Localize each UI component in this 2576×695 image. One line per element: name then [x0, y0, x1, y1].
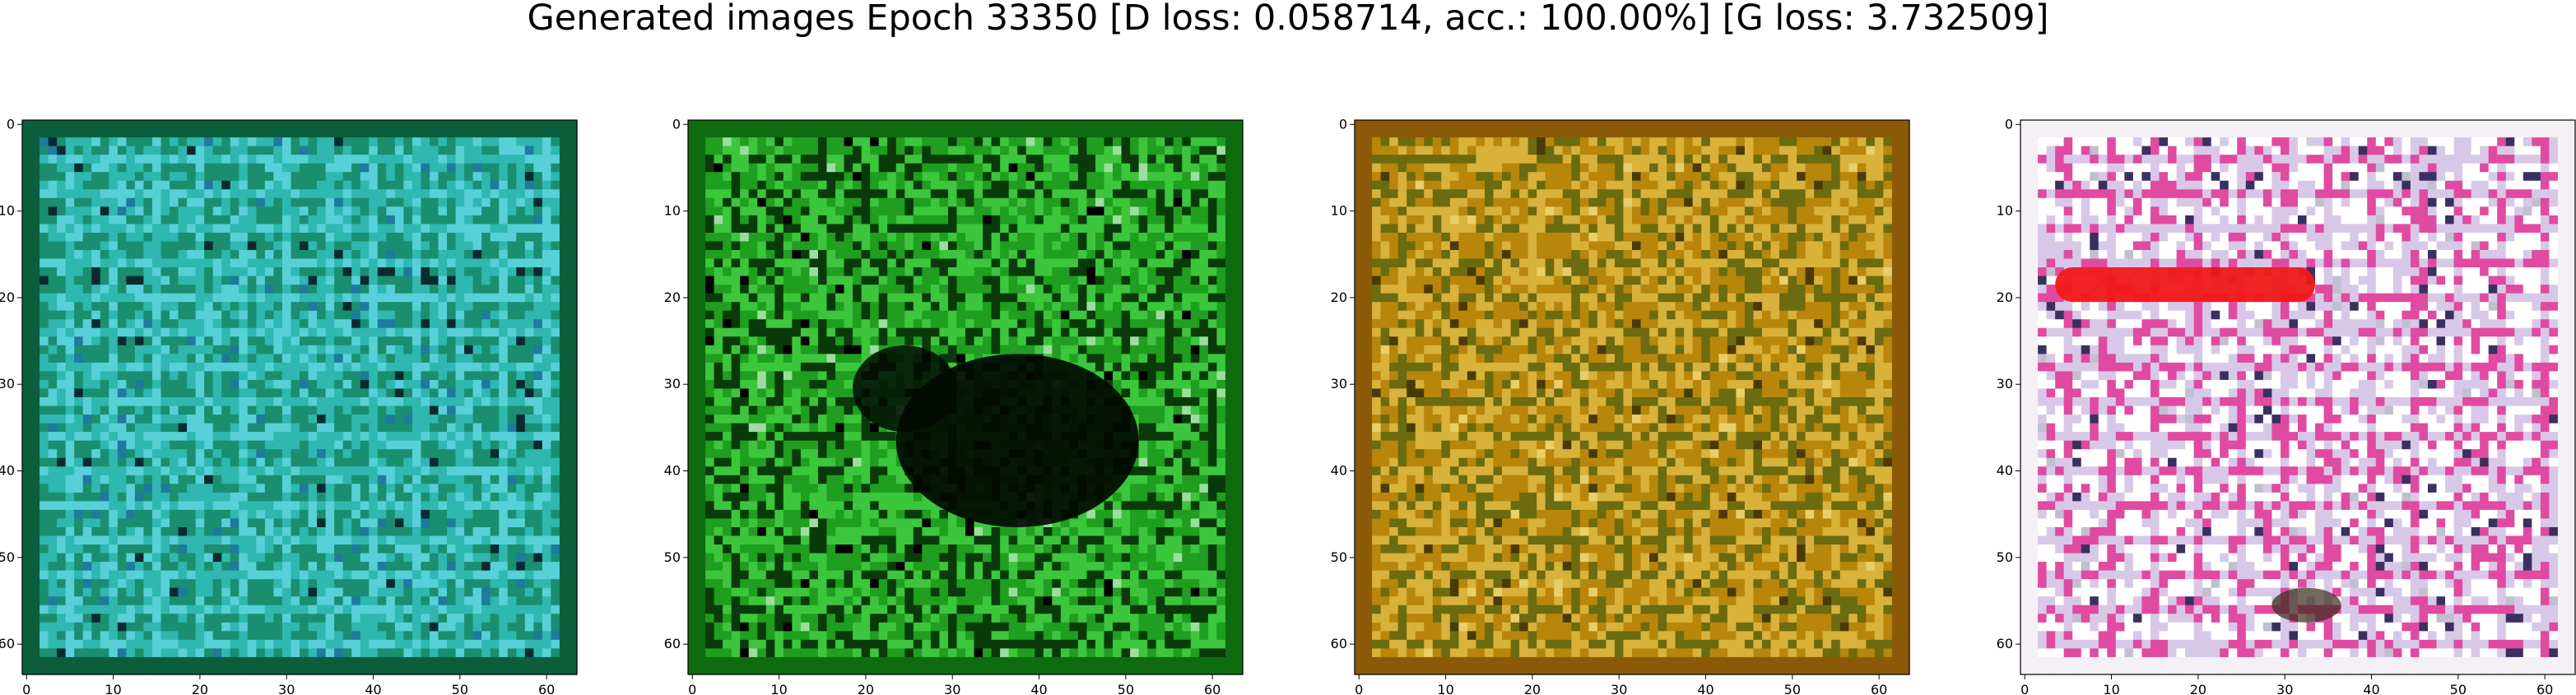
- y-tick-label: 10: [1331, 203, 1347, 219]
- red-band: [2055, 267, 2315, 302]
- dark-smudge: [2271, 588, 2341, 623]
- x-tick-label: 60: [2536, 682, 2553, 695]
- x-tick-label: 40: [2363, 682, 2379, 695]
- y-tick-label: 20: [664, 290, 681, 305]
- y-tick-label: 60: [1331, 636, 1347, 651]
- y-tick-label: 30: [664, 376, 681, 392]
- x-tick-label: 60: [1204, 682, 1221, 695]
- x-tick-label: 0: [2020, 682, 2029, 695]
- x-tick-label: 10: [2103, 682, 2119, 695]
- y-tick-label: 10: [1997, 203, 2013, 219]
- y-tick-label: 0: [7, 116, 15, 132]
- y-tick-label: 30: [1331, 376, 1347, 392]
- x-tick-label: 20: [858, 682, 874, 695]
- y-tick-label: 10: [0, 203, 15, 219]
- y-tick-label: 50: [664, 549, 681, 565]
- generated-image-4: 0 10 20 30 40 50 60 0 10 20 30 40 50 60: [1997, 116, 2576, 695]
- y-tick-label: 60: [664, 636, 681, 651]
- x-tick-label: 50: [2450, 682, 2467, 695]
- generated-image-1: 0 10 20 30 40 50 60 0 10 20 30 40 50 60: [0, 116, 578, 695]
- y-tick-label: 0: [2005, 116, 2013, 132]
- x-tick-label: 60: [1871, 682, 1887, 695]
- y-tick-label: 30: [0, 376, 15, 392]
- x-tick-label: 30: [278, 682, 295, 695]
- y-tick-label: 40: [664, 463, 681, 479]
- y-tick-label: 50: [1331, 549, 1347, 565]
- x-tick-label: 0: [688, 682, 696, 695]
- x-tick-label: 30: [2276, 682, 2293, 695]
- y-tick-label: 40: [1997, 463, 2013, 479]
- x-tick-label: 0: [22, 682, 30, 695]
- x-tick-label: 30: [1611, 682, 1627, 695]
- y-tick-label: 0: [1339, 116, 1347, 132]
- x-tick-label: 10: [1437, 682, 1453, 695]
- y-tick-label: 50: [1997, 549, 2013, 565]
- x-tick-label: 40: [1697, 682, 1713, 695]
- x-tick-label: 20: [1524, 682, 1541, 695]
- x-tick-label: 0: [1355, 682, 1363, 695]
- y-tick-label: 40: [0, 463, 15, 479]
- dark-blob-small: [853, 345, 956, 432]
- x-tick-label: 30: [944, 682, 960, 695]
- x-tick-label: 50: [1784, 682, 1801, 695]
- x-tick-label: 10: [105, 682, 121, 695]
- x-tick-label: 60: [538, 682, 555, 695]
- x-tick-label: 50: [1118, 682, 1134, 695]
- y-tick-label: 20: [1997, 290, 2013, 305]
- y-tick-label: 60: [0, 636, 15, 651]
- generated-image-2: 0 10 20 30 40 50 60 0 10 20 30 40 50 60: [664, 116, 1244, 695]
- x-tick-label: 40: [1030, 682, 1047, 695]
- y-tick-label: 50: [0, 549, 15, 565]
- y-tick-label: 60: [1997, 636, 2013, 651]
- y-tick-label: 20: [1331, 290, 1347, 305]
- y-tick-label: 10: [664, 203, 681, 219]
- y-tick-label: 0: [672, 116, 681, 132]
- x-tick-label: 20: [2190, 682, 2206, 695]
- generated-image-3: 0 10 20 30 40 50 60 0 10 20 30 40 50 60: [1331, 116, 1910, 695]
- y-tick-label: 30: [1997, 376, 2013, 392]
- x-tick-label: 40: [365, 682, 381, 695]
- x-tick-label: 50: [452, 682, 468, 695]
- y-tick-label: 40: [1331, 463, 1347, 479]
- x-tick-label: 10: [770, 682, 787, 695]
- y-tick-label: 20: [0, 290, 15, 305]
- x-tick-label: 20: [192, 682, 208, 695]
